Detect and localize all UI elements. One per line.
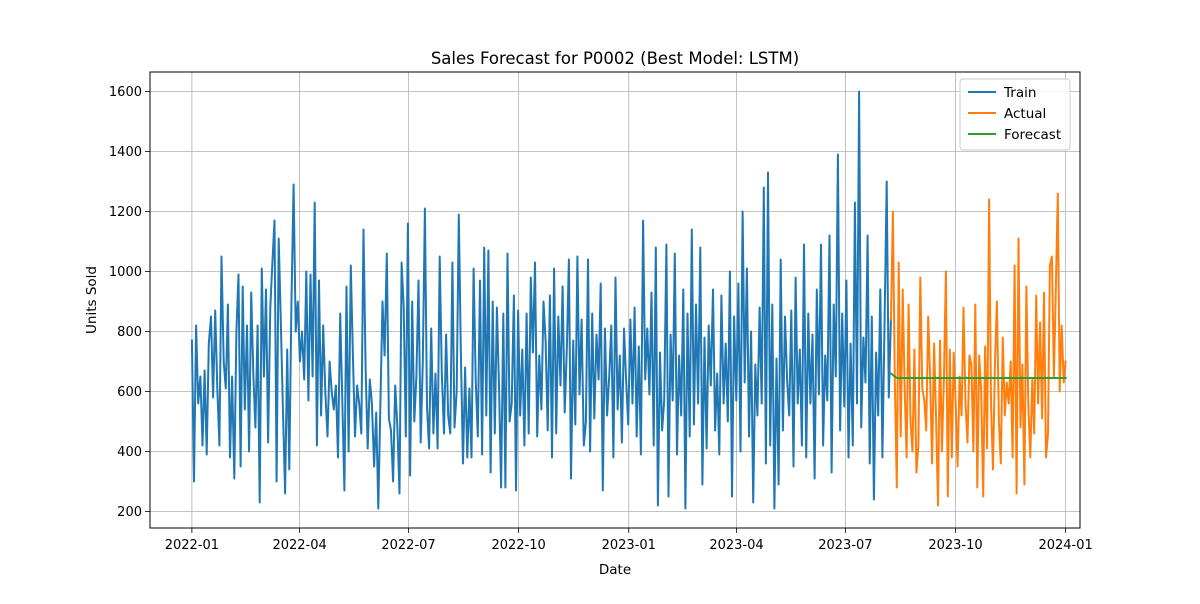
y-tick-label: 1600: [109, 85, 142, 100]
y-tick-label: 1000: [109, 265, 142, 280]
x-tick-label: 2022-07: [381, 538, 435, 553]
x-axis-label: Date: [599, 562, 631, 578]
y-axis-label: Units Sold: [84, 266, 100, 334]
x-tick-label: 2022-01: [165, 538, 219, 553]
y-tick-label: 400: [117, 445, 142, 460]
y-tick-label: 800: [117, 325, 142, 340]
y-tick-label: 200: [117, 505, 142, 520]
x-tick-label: 2023-01: [602, 538, 656, 553]
x-axis-ticks: 2022-01 2022-04 2022-07 2022-10 2023-01 2023-…: [165, 528, 1093, 553]
legend-label-train: Train: [1003, 85, 1036, 101]
y-tick-label: 1200: [109, 205, 142, 220]
series-line-forecast: [889, 372, 1067, 379]
series-line-train: [190, 90, 892, 510]
x-tick-label: 2022-10: [491, 538, 545, 553]
plot-frame: [149, 71, 1081, 529]
y-tick-label: 600: [117, 385, 142, 400]
x-tick-label: 2022-04: [272, 538, 326, 553]
y-tick-label: 1400: [109, 145, 142, 160]
x-tick-label: 2023-07: [818, 538, 872, 553]
legend-label-actual: Actual: [1004, 106, 1046, 122]
x-tick-label: 2024-01: [1038, 538, 1092, 553]
x-tick-label: 2023-04: [709, 538, 763, 553]
series-line-actual: [889, 192, 1067, 507]
y-axis-ticks: 200 400 600 800 1000 1200 1400 1600: [109, 85, 150, 520]
x-tick-label: 2023-10: [928, 538, 982, 553]
legend-box: [959, 78, 1071, 151]
series-lines: [190, 90, 1067, 510]
legend-label-forecast: Forecast: [1004, 127, 1061, 143]
legend: Train Actual Forecast: [959, 78, 1071, 151]
chart-title: Sales Forecast for P0002 (Best Model: LS…: [431, 49, 799, 68]
